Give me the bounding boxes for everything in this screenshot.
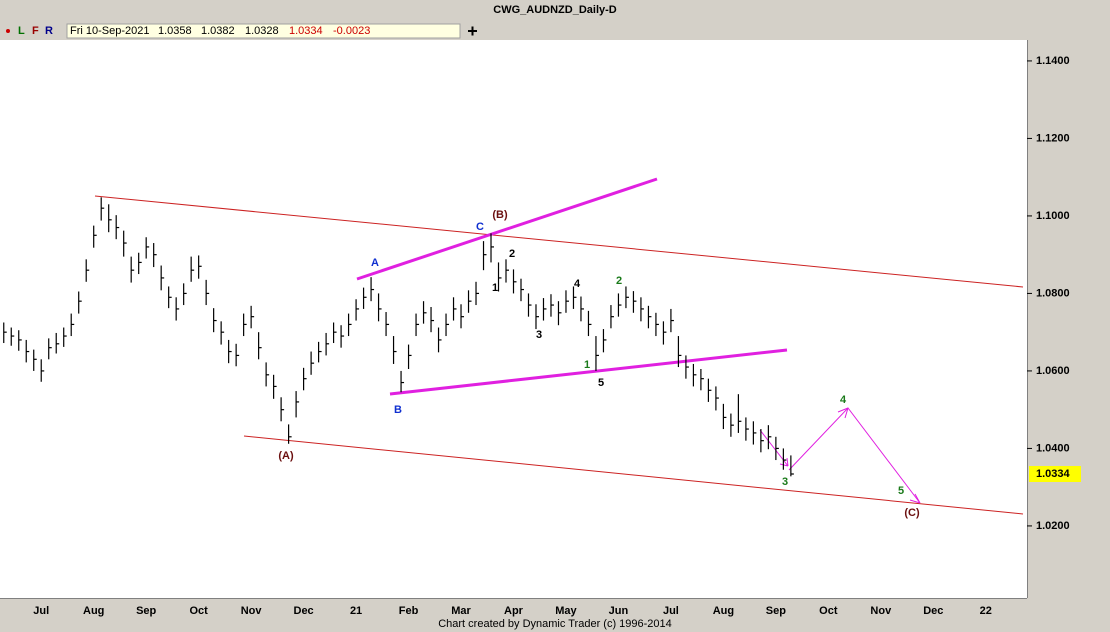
wave-label: B [394,404,402,416]
wave-label: 3 [536,329,542,341]
x-tick-label: Feb [399,605,419,617]
plot-area [0,40,1027,598]
x-tick-label: Aug [713,605,734,617]
quote-change: -0.0023 [333,25,370,37]
x-tick-label: Sep [136,605,156,617]
x-tick-label: Mar [451,605,471,617]
quote-close: 1.0334 [289,25,323,37]
title-bar [0,0,1110,20]
trendline-upper [356,177,658,281]
add-button[interactable] [468,26,477,36]
x-tick-label: Nov [870,605,892,617]
wave-label: 5 [898,485,904,497]
wave-label: 1 [492,282,498,294]
annotations [94,177,1024,515]
wave-labels: (A) A B C (B) 1 2 3 4 5 1 2 3 4 5 (C) [278,209,920,519]
x-tick-label: Jul [663,605,679,617]
quote-date: Fri 10-Sep-2021 [70,25,150,37]
x-tick-label: Oct [819,605,838,617]
wave-label: (C) [904,507,920,519]
y-tick-label: 1.1400 [1036,55,1070,67]
wave-label: 4 [840,394,847,406]
chart-title: CWG_AUDNZD_Daily-D [493,4,617,16]
x-tick-label: Dec [294,605,314,617]
button-l[interactable]: L [18,25,25,37]
quote-high: 1.0382 [201,25,235,37]
y-tick-label: 1.0600 [1036,365,1070,377]
trendline-lower [389,348,788,396]
y-tick-label: 1.0200 [1036,520,1070,532]
x-tick-label: Jul [33,605,49,617]
x-tick-label: May [555,605,577,617]
wave-label: 3 [782,476,788,488]
quote-open: 1.0358 [158,25,192,37]
wave-label: 1 [584,359,590,371]
projection-arrows [759,407,921,504]
x-tick-label: 22 [980,605,992,617]
footer: Chart created by Dynamic Trader (c) 1996… [438,618,672,630]
x-tick-label: Dec [923,605,943,617]
x-tick-label: 21 [350,605,362,617]
quote-box [66,23,461,39]
wave-label: A [371,257,379,269]
quote-low: 1.0328 [245,25,279,37]
x-tick-label: Oct [189,605,208,617]
wave-label: C [476,221,484,233]
wave-label: (B) [492,209,508,221]
wave-label: (A) [278,450,294,462]
y-tick-label: 1.0400 [1036,442,1070,454]
y-tick-label: 1.1200 [1036,132,1070,144]
x-tick-label: Apr [504,605,524,617]
x-tick-label: Sep [766,605,786,617]
wave-label: 4 [574,278,581,290]
x-tick-label: Aug [83,605,104,617]
button-f[interactable]: F [32,25,39,37]
status-dot [6,29,10,33]
y-tick-label: 1.1000 [1036,210,1070,222]
channel-upper [94,195,1024,288]
y-tick-label: 1.0800 [1036,287,1070,299]
wave-label: 2 [616,275,622,287]
price-bars [3,197,794,477]
channel-lower [243,435,1024,515]
last-price: 1.0334 [1036,468,1071,480]
last-price-box [1029,466,1081,482]
x-tick-label: Nov [241,605,263,617]
x-tick-label: Jun [609,605,629,617]
wave-label: 2 [509,248,515,260]
button-r[interactable]: R [45,25,53,37]
wave-label: 5 [598,377,604,389]
